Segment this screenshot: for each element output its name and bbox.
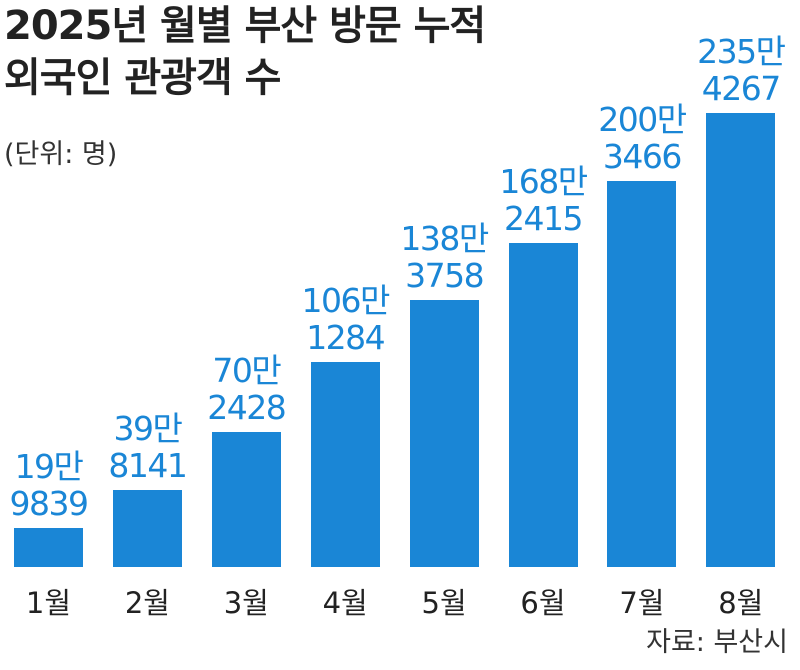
bar xyxy=(310,362,380,567)
x-tick-label: 3월 xyxy=(223,586,269,620)
bar xyxy=(607,180,677,567)
value-label: 200만 3466 xyxy=(598,99,687,176)
value-label: 39만 8141 xyxy=(108,409,187,486)
x-tick-label: 2월 xyxy=(124,586,170,620)
bar xyxy=(508,242,578,567)
value-label: 70만 2428 xyxy=(207,350,286,427)
unit-note: (단위: 명) xyxy=(4,139,118,170)
x-tick-label: 5월 xyxy=(421,586,467,620)
bar xyxy=(14,528,83,567)
x-tick-label: 8월 xyxy=(718,586,764,620)
bar xyxy=(211,431,281,567)
x-tick-label: 7월 xyxy=(619,586,665,620)
source-note: 자료: 부산시 xyxy=(646,627,788,658)
chart-title: 2025년 월별 부산 방문 누적 외국인 관광객 수 xyxy=(4,3,486,101)
value-label: 138만 3758 xyxy=(400,219,489,296)
x-tick-label: 6월 xyxy=(520,586,566,620)
bar xyxy=(112,490,182,567)
value-label: 19만 9839 xyxy=(9,447,89,524)
value-label: 168만 2415 xyxy=(499,161,588,238)
bar xyxy=(409,300,479,567)
bar xyxy=(706,113,776,567)
value-label: 106만 1284 xyxy=(301,281,391,358)
value-label: 235만 4267 xyxy=(697,32,786,109)
x-tick-label: 4월 xyxy=(322,586,368,620)
x-tick-label: 1월 xyxy=(25,586,72,620)
